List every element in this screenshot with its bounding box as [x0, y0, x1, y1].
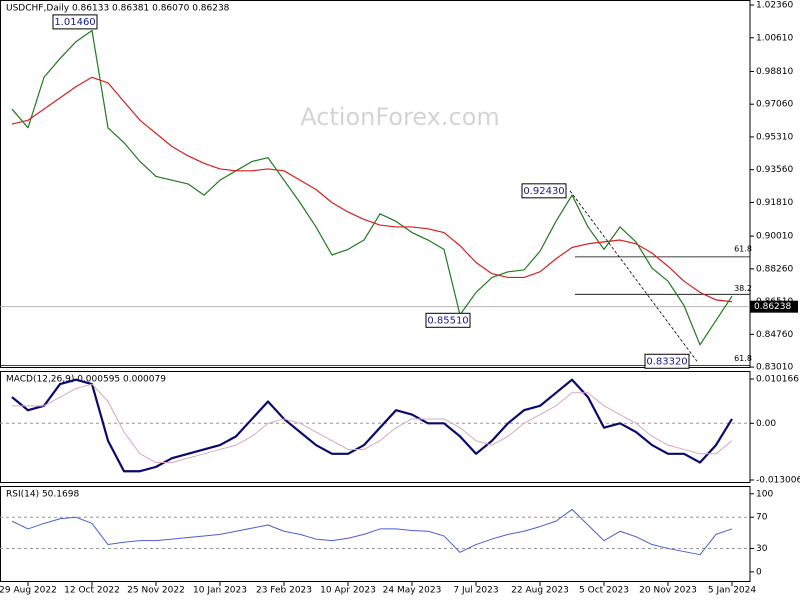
- y-tick-label: 70: [756, 513, 768, 523]
- price-label-box: [52, 14, 98, 30]
- x-tick-label: 24 May 2023: [383, 586, 442, 596]
- last-price-box: [750, 300, 798, 313]
- y-tick-label: 1.02360: [756, 1, 793, 11]
- last-price-label: 0.86238: [754, 302, 791, 312]
- y-tick-label: 0.95310: [756, 132, 793, 142]
- price-label-box: [521, 183, 567, 199]
- y-tick-label: 0.010166: [756, 374, 799, 384]
- y-tick-label: 100: [756, 489, 773, 499]
- panel-border: [0, 0, 751, 368]
- price-label: 0.85510: [427, 315, 468, 326]
- x-tick-label: 23 Feb 2023: [256, 586, 312, 596]
- price-label: 0.92430: [523, 186, 564, 197]
- x-tick-label: 5 Jan 2024: [708, 586, 756, 596]
- x-tick-label: 7 Jul 2023: [453, 586, 498, 596]
- series-line: [11, 378, 733, 473]
- x-tick-label: 22 Aug 2023: [511, 586, 569, 596]
- x-tick-label: 5 Oct 2023: [579, 586, 629, 596]
- x-tick-label: 10 Apr 2023: [320, 586, 376, 596]
- series-line: [11, 29, 733, 346]
- y-tick-label: 0.84760: [756, 330, 793, 340]
- trend-line: [569, 190, 698, 362]
- x-tick-label: 25 Nov 2022: [127, 586, 185, 596]
- price-label-box: [425, 312, 471, 328]
- y-tick-label: 30: [756, 544, 768, 554]
- y-tick-label: 0.91810: [756, 198, 793, 208]
- price-label: 1.01460: [54, 17, 95, 28]
- panel-border: [0, 371, 751, 483]
- y-tick-label: 0.88260: [756, 264, 793, 274]
- fib-label: 61.8: [734, 244, 752, 253]
- panel-title: USDCHF,Daily 0.86133 0.86381 0.86070 0.8…: [6, 4, 230, 14]
- x-tick-label: 12 Oct 2022: [64, 586, 120, 596]
- price-label-box: [644, 353, 690, 369]
- y-tick-label: 0.97060: [756, 100, 793, 110]
- y-tick-label: 0.98810: [756, 67, 793, 77]
- y-tick-label: 0.83010: [756, 363, 793, 373]
- watermark: ActionForex.com: [300, 103, 500, 131]
- y-tick-label: 0.00: [756, 419, 776, 429]
- x-tick-label: 29 Aug 2022: [0, 586, 57, 596]
- price-label: 0.83320: [646, 356, 687, 367]
- panel-title: MACD(12,26,9) 0.000595 0.000079: [6, 375, 166, 385]
- panel-title: RSI(14) 50.1698: [6, 490, 79, 500]
- fib-label: 38.2: [734, 284, 752, 293]
- y-tick-label: 1.00610: [756, 33, 793, 43]
- y-tick-label: 0: [756, 567, 762, 577]
- y-tick-label: 0.90010: [756, 232, 793, 242]
- series-line: [11, 508, 733, 556]
- series-line: [12, 383, 733, 464]
- x-tick-label: 20 Nov 2023: [639, 586, 697, 596]
- x-tick-label: 10 Jan 2023: [193, 586, 247, 596]
- y-tick-label: 0.93560: [756, 165, 793, 175]
- fib-label: 61.8: [734, 354, 752, 363]
- series-line: [11, 76, 733, 303]
- panel-border: [0, 486, 751, 582]
- y-tick-label: -0.013006: [756, 475, 800, 485]
